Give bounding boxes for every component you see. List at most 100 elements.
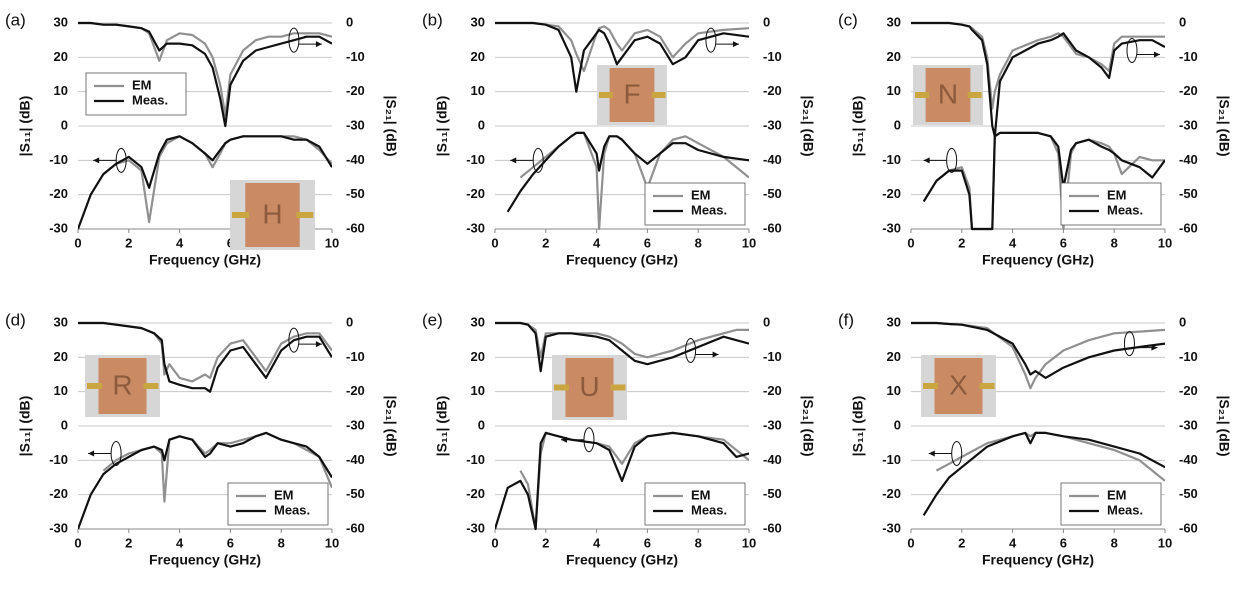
y-tick-label: -20 (49, 486, 68, 501)
legend-label: Meas. (691, 202, 727, 217)
y-tick-label: 30 (54, 314, 68, 329)
series-group (78, 21, 332, 230)
x-tick-label: 0 (907, 235, 914, 250)
panel: (d) -30 -20 -10 0 10 20 30 -60 -50 -40 -30 -20 -10 0 0 2… (5, 310, 399, 567)
y-tick-label: -20 (882, 486, 901, 501)
annotation-ellipse (705, 27, 717, 53)
x-tick-label: 8 (695, 235, 702, 250)
y2-tick-label: -30 (763, 117, 782, 132)
series-line (102, 135, 332, 224)
y2-tick-label: -30 (346, 117, 365, 132)
y2-tick-label: -40 (346, 152, 365, 167)
y-tick-label: 0 (894, 417, 901, 432)
y2-tick-label: -50 (1179, 486, 1198, 501)
inset-letter: N (938, 78, 958, 109)
x-tick-label: 4 (176, 535, 184, 550)
x-tick-label: 8 (1111, 235, 1118, 250)
y-tick-label: -10 (466, 152, 485, 167)
y2-tick-label: -30 (346, 417, 365, 432)
y-tick-label: -30 (466, 220, 485, 235)
x-tick-label: 2 (542, 535, 549, 550)
y-tick-label: 0 (478, 417, 485, 432)
x-tick-label: 2 (958, 235, 965, 250)
y2-tick-label: -30 (763, 417, 782, 432)
inset-connector (87, 383, 102, 389)
series-line (495, 21, 749, 93)
legend-label: Meas. (691, 502, 727, 517)
y2-tick-label: -10 (346, 349, 365, 364)
x-tick-label: 6 (1060, 235, 1067, 250)
inset-connector (923, 383, 938, 389)
series-group (495, 321, 749, 531)
x-tick-label: 0 (907, 535, 914, 550)
y2-tick-label: -10 (1179, 349, 1198, 364)
arrow-head (1153, 51, 1160, 58)
panel-label: (d) (5, 310, 26, 329)
x-tick-label: 0 (74, 235, 81, 250)
legend-box (644, 482, 746, 526)
series-line (922, 131, 1165, 231)
y-axis-label: |S₁₁| (dB) (434, 396, 450, 457)
x-axis-label: Frequency (GHz) (149, 552, 261, 568)
y2-tick-label: 0 (346, 314, 353, 329)
arrow-head (315, 341, 322, 348)
y2-axis-label: |S₂₁| (dB) (1216, 95, 1232, 156)
annotation-ellipse (288, 27, 300, 53)
x-tick-label: 4 (1009, 535, 1017, 550)
inset-board (98, 358, 147, 414)
annotation-ellipse (1126, 37, 1138, 63)
x-tick-label: 10 (325, 235, 339, 250)
inset-letter: X (949, 369, 968, 400)
y-tick-label: -30 (466, 520, 485, 535)
inset-connector (554, 384, 569, 391)
annotation-ellipse (951, 440, 963, 466)
y-tick-label: 10 (54, 83, 68, 98)
y-tick-label: -20 (466, 486, 485, 501)
y2-axis-label: |S₂₁| (dB) (800, 395, 816, 456)
arrow-head (93, 157, 100, 164)
x-tick-label: 8 (695, 535, 702, 550)
series-group (911, 21, 1165, 231)
annotation-ellipse (110, 440, 122, 466)
y-tick-label: 10 (887, 83, 901, 98)
arrow-head (712, 351, 719, 358)
series-line (935, 431, 1165, 482)
y-tick-label: -10 (49, 152, 68, 167)
y-axis-label: |S₁₁| (dB) (434, 96, 450, 157)
inset-board (925, 68, 971, 122)
y-tick-label: 30 (887, 314, 901, 329)
y-tick-label: -30 (882, 520, 901, 535)
series-line (495, 431, 749, 531)
x-tick-label: 10 (1158, 535, 1172, 550)
x-tick-label: 6 (644, 535, 651, 550)
series-line (78, 21, 332, 128)
y-tick-label: 20 (887, 349, 901, 364)
y-axis-label: |S₁₁| (dB) (850, 396, 866, 457)
y-tick-label: 10 (471, 83, 485, 98)
y2-tick-label: -20 (1179, 83, 1198, 98)
annotation-ellipse (583, 427, 595, 453)
y2-tick-label: -60 (763, 520, 782, 535)
legend-label: Meas. (274, 502, 310, 517)
y-tick-label: 20 (887, 49, 901, 64)
y-tick-label: -30 (49, 520, 68, 535)
annotation-ellipse (288, 327, 300, 353)
panel-label: (f) (838, 310, 854, 329)
legend-label: Meas. (1107, 502, 1143, 517)
x-tick-label: 4 (593, 535, 601, 550)
y-tick-label: 0 (894, 117, 901, 132)
panel-label: (b) (422, 10, 443, 29)
y-tick-label: -10 (49, 452, 68, 467)
legend-label: EM (132, 77, 152, 92)
series-line (922, 431, 1165, 516)
y2-tick-label: -60 (346, 220, 365, 235)
y2-tick-label: -20 (763, 83, 782, 98)
arrow-head (510, 157, 517, 164)
y-tick-label: 30 (887, 14, 901, 29)
y2-tick-label: -20 (346, 83, 365, 98)
x-tick-label: 8 (278, 535, 285, 550)
arrow-head (923, 157, 930, 164)
annotation-ellipse (1123, 331, 1135, 357)
y-tick-label: -30 (49, 220, 68, 235)
panel: (c) -30 -20 -10 0 10 20 30 -60 -50 -40 -30 -20 -10 0 0 2… (838, 10, 1232, 267)
